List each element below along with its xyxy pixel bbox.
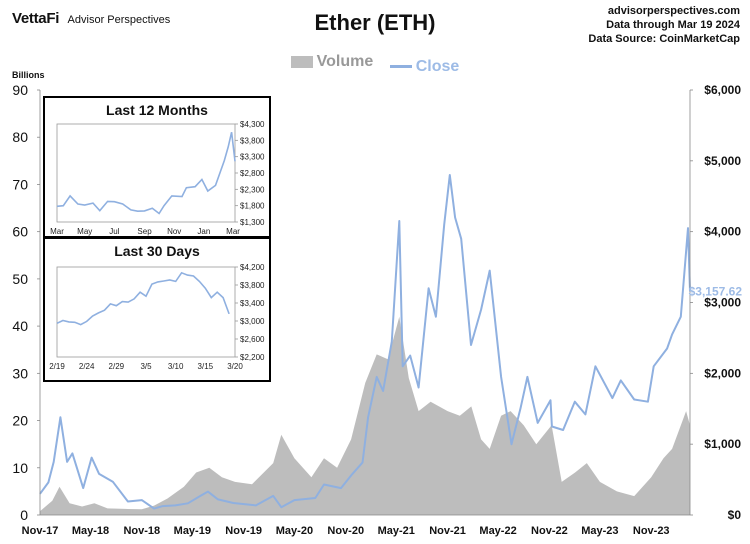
x-tick-label: May-19 [174, 525, 211, 537]
x-tick-label: May-18 [72, 525, 109, 537]
x-tick-label: Nov-22 [531, 525, 568, 537]
legend-close-swatch [389, 65, 412, 68]
inset-12m-y-tick-label: $2,300 [240, 185, 265, 194]
inset-12m-y-tick-label: $3,800 [240, 136, 265, 145]
brand-name: VettaFi [12, 10, 60, 27]
inset-12m-y-tick-label: $3,300 [240, 153, 265, 162]
legend-volume-label: Volume [316, 53, 374, 70]
inset-12m-chart: $4,300 $3,800 $3,300 $2,800 $2,300 $1,800 $1,3… [50, 120, 265, 236]
x-tick-label: Nov-20 [327, 525, 364, 537]
inset-30d-x-tick-label: 2/19 [49, 362, 65, 371]
inset-30d-plot-area [56, 266, 236, 358]
data-through: Data through Mar 19 2024 [606, 19, 740, 31]
right-y-tick-label: $6,000 [704, 83, 741, 97]
right-y-tick-label: $2,000 [704, 366, 741, 380]
last-close-value-label: $3,157.62 [689, 284, 743, 298]
right-y-tick-label: $4,000 [704, 225, 741, 239]
inset-30d-title: Last 30 Days [114, 243, 200, 259]
site-url: advisorperspectives.com [607, 5, 740, 17]
inset-12m-x-tick-label: Mar [226, 227, 240, 236]
inset-12m-line [56, 132, 236, 215]
inset-30d-y-tick-label: $3,000 [240, 317, 265, 326]
inset-12m-y-tick-label: $1,300 [240, 218, 265, 227]
left-y-tick-label: 40 [12, 318, 28, 334]
left-y-tick-label: 60 [12, 224, 28, 240]
chart-title: Ether (ETH) [314, 10, 436, 35]
inset-30d-y-tick-label: $3,800 [240, 281, 265, 290]
x-tick-label: Nov-18 [123, 525, 160, 537]
inset-30d-y-tick-label: $2,600 [240, 335, 265, 344]
inset-30d-x-tick-label: 3/15 [198, 362, 214, 371]
inset-30d-x-tick-label: 3/20 [227, 362, 243, 371]
inset-12m-x-tick-label: Nov [167, 227, 181, 236]
x-tick-label: Nov-19 [225, 525, 262, 537]
x-tick-label: May-23 [581, 525, 618, 537]
inset-30d-x-tick-label: 3/10 [168, 362, 184, 371]
x-tick-label: Nov-23 [633, 525, 670, 537]
units-label: Billions [12, 70, 45, 80]
legend-close: Close [389, 57, 460, 76]
left-y-tick-label: 90 [12, 82, 28, 98]
inset-12m-y-tick-label: $1,800 [240, 202, 265, 211]
inset-12m-x-tick-label: Jul [109, 227, 119, 236]
right-y-tick-label: $1,000 [704, 437, 741, 451]
vettafi-logo: VettaFi Advisor Perspectives [12, 10, 170, 28]
inset-12m-title: Last 12 Months [106, 102, 208, 118]
left-y-tick-label: 80 [12, 129, 28, 145]
inset-12m-x-tick-label: Jan [197, 227, 210, 236]
inset-30d-y-tick-label: $2,200 [240, 353, 265, 362]
x-tick-label: May-21 [378, 525, 415, 537]
left-y-tick-label: 50 [12, 271, 28, 287]
inset-30d-line [56, 271, 230, 326]
data-source: Data Source: CoinMarketCap [588, 33, 740, 45]
left-y-tick-label: 70 [12, 176, 28, 192]
left-y-tick-label: 10 [12, 460, 28, 476]
inset-12m-plot-area [56, 123, 236, 223]
left-y-tick-label: 20 [12, 413, 28, 429]
inset-30d-chart: $4,200 $3,800 $3,400 $3,000 $2,600 $2,200 2/19… [49, 263, 265, 371]
inset-30d-y-tick-label: $4,200 [240, 263, 265, 272]
legend-volume-swatch [290, 56, 313, 68]
inset-30d-x-tick-label: 2/29 [109, 362, 125, 371]
x-tick-label: May-20 [276, 525, 313, 537]
legend-close-label: Close [415, 57, 460, 75]
left-y-tick-label: 30 [12, 365, 28, 381]
right-y-tick-label: $5,000 [704, 154, 741, 168]
brand-subtitle: Advisor Perspectives [67, 14, 171, 26]
x-tick-label: Nov-17 [22, 525, 59, 537]
inset-30d-x-tick-label: 2/24 [79, 362, 95, 371]
x-tick-label: May-22 [479, 525, 516, 537]
legend: Volume Close [0, 53, 750, 76]
volume-area [40, 316, 690, 515]
close-line [39, 174, 691, 510]
source-info: advisorperspectives.com Data through Mar… [588, 4, 740, 46]
inset-last-30-days: Last 30 Days $4,200 $3,800 $3,400 $3,000 $2,… [43, 237, 271, 382]
inset-30d-y-tick-label: $3,400 [240, 299, 265, 308]
inset-last-12-months: Last 12 Months $4,300 $3,800 $3,300 $2,800 $… [43, 96, 271, 238]
inset-12m-y-tick-label: $2,800 [240, 169, 265, 178]
inset-30d-x-tick-label: 3/5 [140, 362, 152, 371]
right-y-tick-label: $0 [728, 508, 742, 522]
inset-12m-x-tick-label: Mar [50, 227, 64, 236]
legend-volume: Volume [290, 53, 374, 71]
inset-12m-x-tick-label: May [77, 227, 92, 236]
right-y-tick-label: $3,000 [704, 296, 741, 310]
inset-12m-x-tick-label: Sep [137, 227, 152, 236]
x-tick-label: Nov-21 [429, 525, 466, 537]
left-y-tick-label: 0 [20, 507, 28, 523]
inset-12m-y-tick-label: $4,300 [240, 120, 265, 129]
